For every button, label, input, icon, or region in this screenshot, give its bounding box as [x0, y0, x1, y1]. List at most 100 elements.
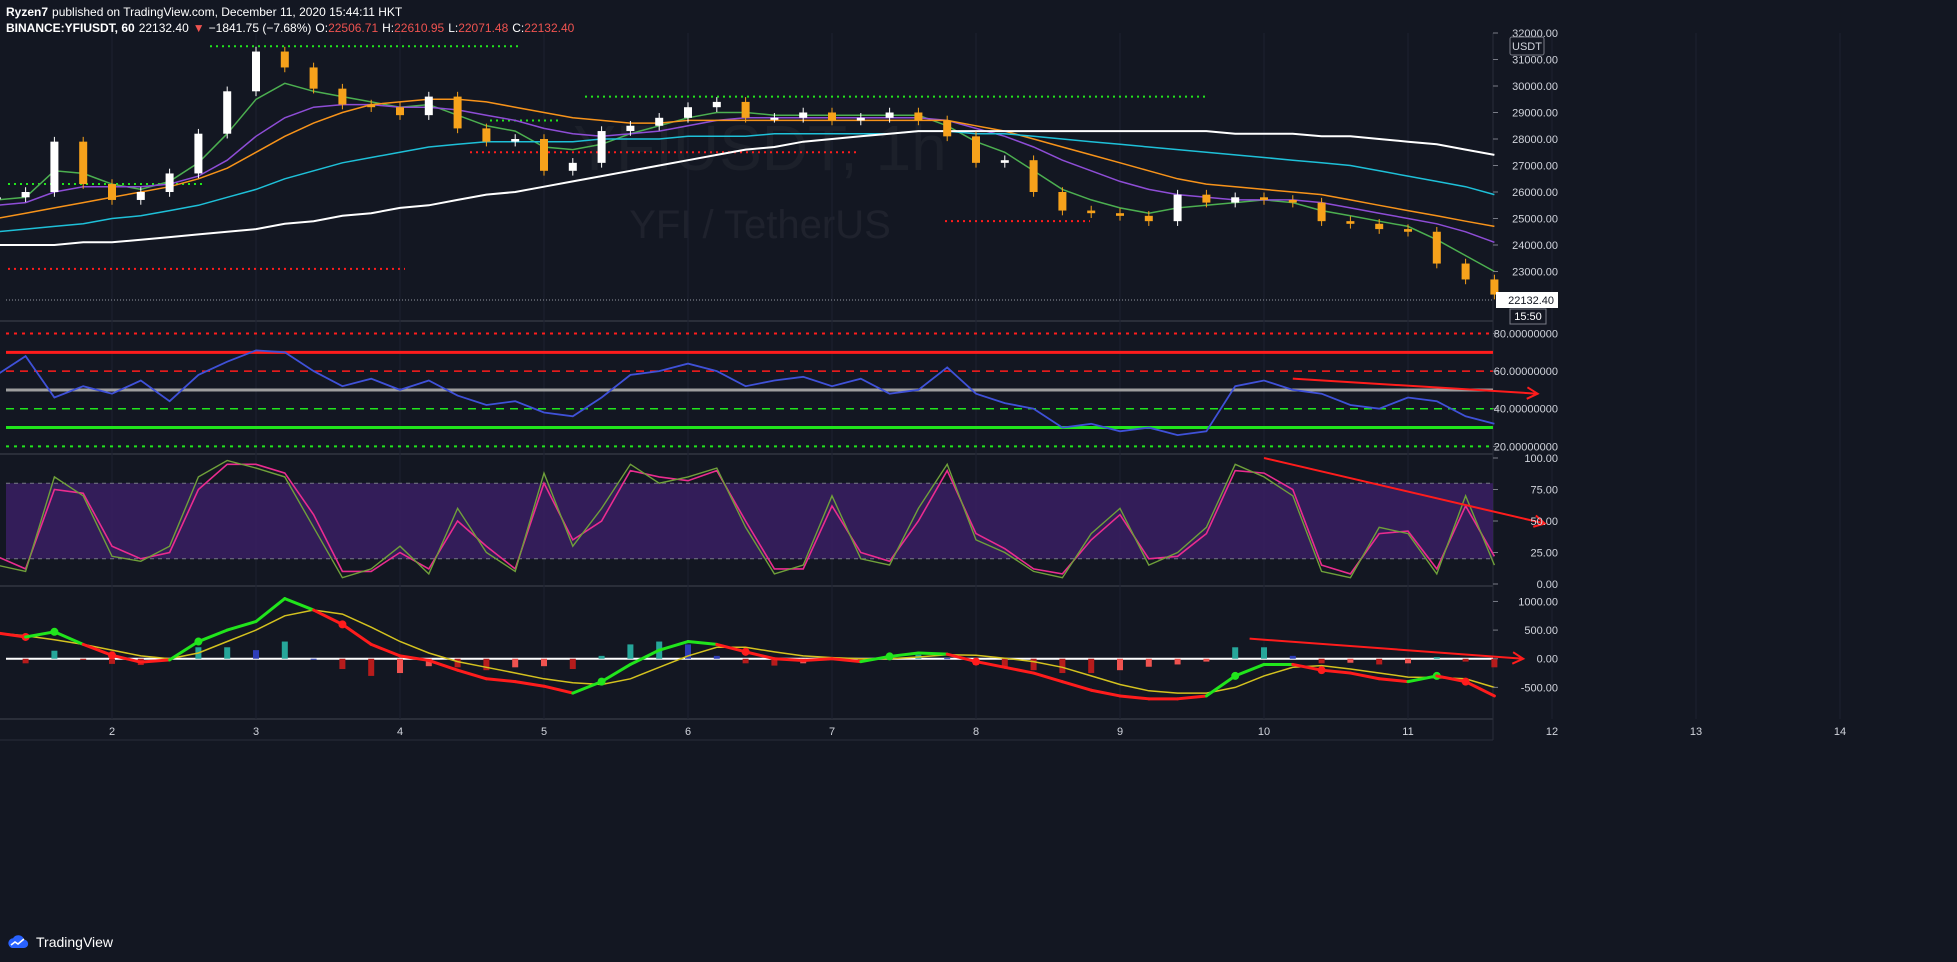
candle-body [1317, 202, 1326, 222]
macd-line-segment [1291, 662, 1324, 672]
candle-body [856, 117, 865, 121]
macd-histogram-bar [1376, 658, 1383, 665]
macd-line-segment [1176, 694, 1208, 701]
candle-body [655, 117, 664, 126]
macd-histogram-bar [483, 658, 490, 671]
macd-line-segment [513, 680, 546, 688]
macd-histogram-bar [425, 658, 432, 667]
macd-line-segment [254, 597, 287, 623]
candle-body [1087, 210, 1096, 214]
macd-histogram-bar [1030, 658, 1037, 671]
macd-line-segment [139, 658, 172, 664]
macd-line-segment [196, 628, 229, 644]
candle-body [712, 101, 721, 108]
macd-histogram-bar [1117, 658, 1123, 671]
macd-histogram-bar [1261, 647, 1267, 659]
last-price-box [1496, 292, 1558, 308]
macd-histogram-bar [224, 647, 231, 659]
symbol-interval[interactable]: BINANCE:YFIUSDT, 60 [6, 21, 135, 35]
brand-name: TradingView [36, 934, 114, 950]
macd-histogram-bar [1001, 658, 1008, 668]
candle-body [770, 117, 779, 120]
bar-countdown: 15:50 [1514, 311, 1542, 323]
macd-line-segment [916, 651, 949, 656]
macd-line-segment [1320, 668, 1352, 675]
macd-line-segment [225, 620, 258, 632]
macd-line-segment [600, 662, 632, 684]
last-price-axis-label: 22132.40 [1508, 295, 1554, 307]
close-label: C: [512, 21, 525, 35]
macd-histogram-bar [109, 658, 115, 664]
y-tick-label: 31000.00 [1512, 55, 1558, 67]
macd-histogram-bar [713, 655, 720, 659]
macd-histogram-bar [1433, 657, 1440, 659]
last-price: 22132.40 [138, 21, 189, 35]
macd-line-segment [427, 658, 460, 672]
macd-line-segment [801, 657, 834, 662]
cloud-logo-icon [8, 935, 29, 948]
macd-line-segment [52, 630, 85, 646]
x-tick-label: 5 [541, 726, 547, 738]
watermark-name: YFI / TetherUS [629, 203, 891, 247]
countdown-box [1509, 308, 1547, 325]
macd-line-segment [830, 657, 863, 664]
macd-histogram-bar [1203, 658, 1210, 662]
candle-body [914, 112, 923, 121]
macd-line-segment [1204, 674, 1237, 698]
macd-histogram-bar [1145, 658, 1152, 667]
high-value: 22610.95 [394, 21, 445, 35]
macd-line-segment [369, 642, 402, 658]
candle-body [1461, 263, 1470, 280]
y-tick-label: 40.00000000 [1494, 404, 1558, 416]
macd-histogram-bar [368, 658, 375, 676]
macd-line-segment [974, 660, 1007, 669]
macd-line-segment [657, 640, 690, 652]
author-name[interactable]: Ryzen7 [6, 5, 49, 19]
macd-line-segment [859, 654, 892, 664]
candle-body [828, 112, 836, 121]
candle-body [252, 51, 260, 92]
candle-body [1231, 197, 1240, 203]
macd-histogram-bar [685, 644, 691, 659]
candle-body [568, 162, 577, 171]
y-tick-label: 28000.00 [1512, 134, 1558, 146]
candle-body [0, 197, 1, 200]
candle-body [1375, 223, 1384, 230]
y-tick-label: 23000.00 [1512, 267, 1558, 279]
candle-body [108, 184, 116, 200]
ma-white-line [0, 130, 1495, 246]
candle-body [1173, 194, 1182, 222]
candle-body [626, 125, 635, 132]
candle-body [1202, 194, 1211, 203]
open-value: 22506.71 [328, 21, 379, 35]
candle-body [223, 91, 232, 134]
y-tick-label: 0.00 [1537, 579, 1558, 591]
y-tick-label: 29000.00 [1512, 108, 1558, 120]
candle-body [50, 141, 59, 192]
candle-body [453, 96, 462, 129]
rsi-divergence-arrow-head [1526, 386, 1540, 400]
candle-body [511, 139, 520, 142]
candle-body [1116, 213, 1124, 216]
macd-line-segment [686, 640, 719, 646]
x-tick-label: 13 [1690, 726, 1702, 738]
x-tick-label: 11 [1402, 726, 1413, 738]
macd-histogram-bar [1232, 647, 1239, 659]
x-tick-label: 7 [829, 726, 835, 738]
y-tick-label: 25000.00 [1512, 214, 1558, 226]
y-tick-label: 1000.00 [1518, 596, 1558, 608]
macd-line-segment [456, 668, 488, 681]
y-tick-label: 500.00 [1524, 625, 1558, 637]
candle-body [885, 112, 894, 118]
macd-histogram-bar [1059, 658, 1066, 674]
candle-body [1432, 231, 1441, 264]
candle-body [1000, 160, 1009, 163]
x-tick-label: 6 [685, 726, 691, 738]
tradingview-logo[interactable]: TradingView [6, 934, 113, 950]
macd-histogram-bar [1347, 658, 1354, 663]
macd-histogram-bar [944, 658, 951, 660]
macd-histogram-bar [397, 658, 403, 674]
macd-line-segment [1348, 671, 1381, 681]
macd-line-segment [340, 622, 373, 646]
